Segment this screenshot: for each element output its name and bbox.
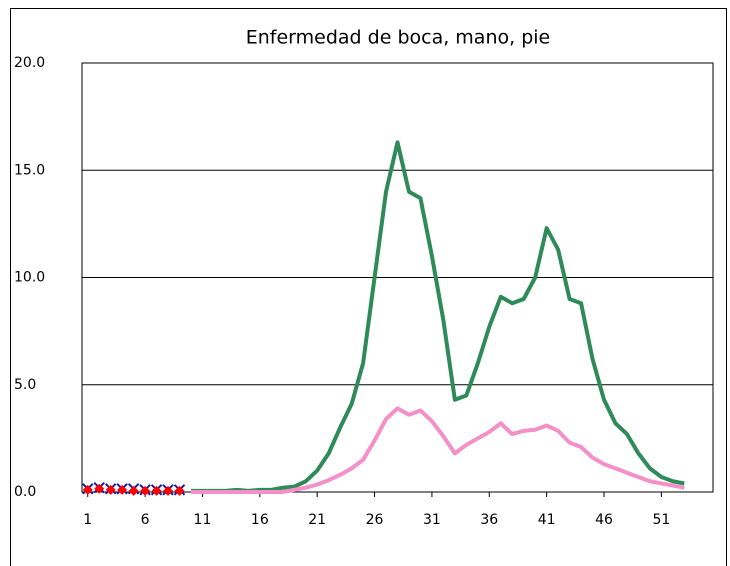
marker-diamond <box>82 484 93 495</box>
x-tick-label: 31 <box>423 512 441 528</box>
y-tick-label: 20.0 <box>14 55 45 71</box>
y-tick-label: 5.0 <box>14 377 36 393</box>
x-tick-label: 6 <box>141 512 150 528</box>
x-tick-label: 51 <box>652 512 670 528</box>
marker-diamond <box>151 485 162 496</box>
marker-diamond <box>174 485 185 496</box>
series-line <box>190 140 685 493</box>
marker-diamond <box>163 485 174 496</box>
marker-diamond <box>117 484 128 495</box>
marker-diamond <box>94 483 105 494</box>
x-tick-label: 36 <box>480 512 498 528</box>
x-tick-label: 11 <box>194 512 212 528</box>
x-tick-label: 16 <box>251 512 269 528</box>
y-tick-label: 10.0 <box>14 270 45 286</box>
marker-diamond <box>105 484 116 495</box>
x-tick-label: 21 <box>308 512 326 528</box>
plot-border <box>81 62 714 493</box>
x-tick-label: 26 <box>366 512 384 528</box>
marker-diamond <box>140 485 151 496</box>
x-tick-label: 46 <box>595 512 613 528</box>
y-tick-label: 15.0 <box>14 162 45 178</box>
x-tick-label: 1 <box>83 512 92 528</box>
x-tick-label: 41 <box>538 512 556 528</box>
y-tick-label: 0.0 <box>14 484 36 500</box>
chart-frame <box>10 8 727 566</box>
chart-title: Enfermedad de boca, mano, pie <box>246 27 550 49</box>
series-line <box>190 406 685 494</box>
marker-diamond <box>128 485 139 496</box>
